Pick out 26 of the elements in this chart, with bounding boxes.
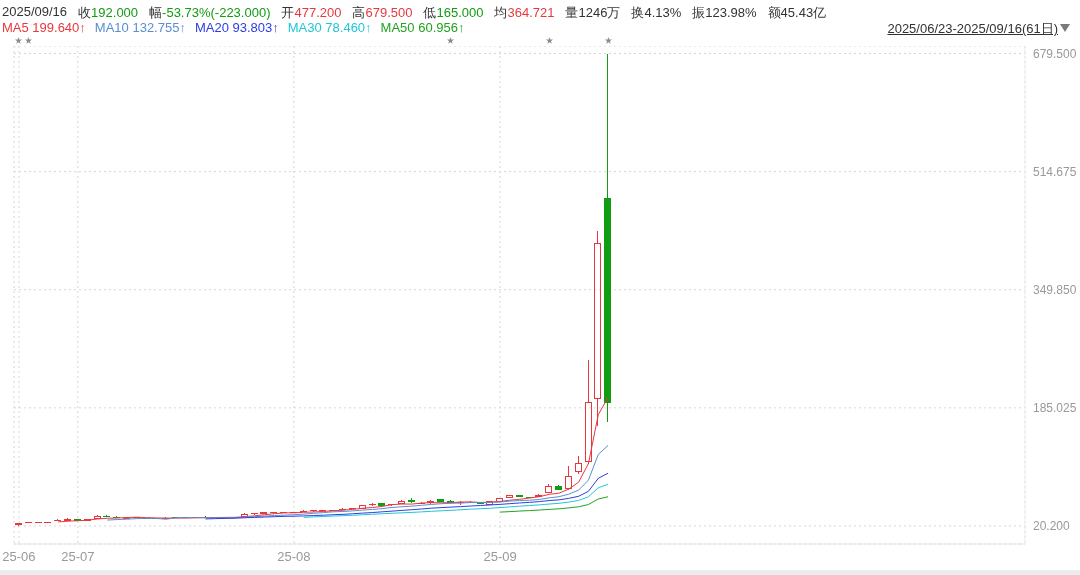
text: 量1246万 xyxy=(565,4,621,22)
text: 额45.43亿 xyxy=(767,4,827,22)
text: MA30 78.460↑ xyxy=(287,20,372,35)
text: 2025/06/23-2025/09/16(61日) xyxy=(887,20,1058,38)
text: 开477.200 xyxy=(281,4,342,22)
y-tick-label: 514.675 xyxy=(1033,164,1077,179)
text: 振123.98% xyxy=(692,4,757,22)
x-tick-label: 25-06 xyxy=(2,549,36,565)
text: 收192.000 xyxy=(78,5,139,20)
x-tick-label: 25-09 xyxy=(483,549,517,565)
text: MA10 132.755↑ xyxy=(94,20,186,35)
y-tick-label: 679.500 xyxy=(1033,46,1077,61)
y-tick-label: 185.025 xyxy=(1033,401,1077,416)
text: 均364.721 xyxy=(494,4,555,22)
text: MA20 93.803↑ xyxy=(194,20,279,35)
text: 高679.500 xyxy=(352,5,413,20)
text: 2025/09/16 xyxy=(2,4,68,19)
x-tick-label: 25-07 xyxy=(61,549,95,565)
text: MA50 60.956↑ xyxy=(380,20,465,35)
text: 换4.13% xyxy=(631,4,682,22)
text: 幅-53.73%(-223.000) xyxy=(149,5,271,20)
y-tick-label: 349.850 xyxy=(1033,282,1077,297)
y-tick-label: 20.200 xyxy=(1033,519,1071,534)
text: 低165.000 xyxy=(423,4,484,22)
x-tick-label: 25-08 xyxy=(277,549,311,565)
text: MA5 199.640↑ xyxy=(2,20,86,35)
